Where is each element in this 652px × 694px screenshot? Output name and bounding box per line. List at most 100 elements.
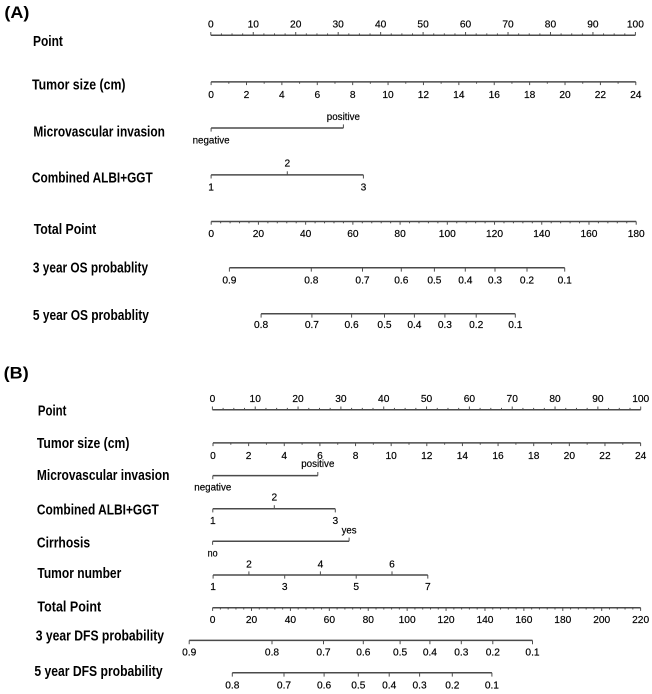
svg-text:Total Point: Total Point bbox=[34, 222, 97, 238]
svg-text:80: 80 bbox=[363, 615, 375, 626]
svg-text:100: 100 bbox=[439, 229, 456, 240]
svg-text:8: 8 bbox=[353, 451, 359, 462]
svg-text:positive: positive bbox=[301, 459, 335, 470]
svg-text:0.8: 0.8 bbox=[254, 320, 268, 331]
svg-text:2: 2 bbox=[246, 560, 252, 571]
svg-text:100: 100 bbox=[632, 394, 649, 405]
svg-text:6: 6 bbox=[314, 90, 320, 101]
svg-text:0: 0 bbox=[210, 394, 216, 405]
svg-text:80: 80 bbox=[549, 394, 561, 405]
svg-text:0.3: 0.3 bbox=[454, 648, 468, 659]
svg-text:0: 0 bbox=[210, 451, 216, 462]
svg-text:22: 22 bbox=[599, 451, 611, 462]
svg-text:5 year DFS probability: 5 year DFS probability bbox=[34, 664, 162, 680]
svg-text:0.5: 0.5 bbox=[351, 681, 365, 692]
svg-text:16: 16 bbox=[492, 451, 504, 462]
svg-text:7: 7 bbox=[425, 582, 431, 593]
svg-text:2: 2 bbox=[271, 493, 277, 504]
svg-text:18: 18 bbox=[524, 90, 536, 101]
svg-text:10: 10 bbox=[382, 90, 394, 101]
svg-text:24: 24 bbox=[630, 90, 642, 101]
svg-text:60: 60 bbox=[460, 20, 472, 31]
svg-text:Tumor number: Tumor number bbox=[37, 566, 121, 582]
svg-text:180: 180 bbox=[554, 615, 571, 626]
svg-text:40: 40 bbox=[285, 615, 297, 626]
svg-text:1: 1 bbox=[210, 516, 216, 527]
svg-text:10: 10 bbox=[250, 394, 262, 405]
svg-text:0: 0 bbox=[208, 229, 214, 240]
svg-text:3 year DFS probability: 3 year DFS probability bbox=[36, 628, 164, 644]
svg-text:90: 90 bbox=[592, 394, 604, 405]
svg-text:0.9: 0.9 bbox=[222, 276, 236, 287]
svg-text:30: 30 bbox=[335, 394, 347, 405]
svg-text:160: 160 bbox=[515, 615, 532, 626]
svg-text:30: 30 bbox=[333, 20, 345, 31]
svg-text:0: 0 bbox=[208, 90, 214, 101]
svg-text:14: 14 bbox=[453, 90, 465, 101]
svg-text:0.4: 0.4 bbox=[458, 276, 472, 287]
svg-text:140: 140 bbox=[533, 229, 550, 240]
svg-text:4: 4 bbox=[281, 451, 287, 462]
svg-text:0.4: 0.4 bbox=[382, 681, 396, 692]
svg-text:0.1: 0.1 bbox=[508, 320, 522, 331]
svg-text:0.6: 0.6 bbox=[317, 681, 331, 692]
svg-text:Microvascular invasion: Microvascular invasion bbox=[37, 468, 170, 484]
svg-text:1: 1 bbox=[208, 183, 214, 194]
svg-text:0.7: 0.7 bbox=[316, 648, 330, 659]
svg-text:100: 100 bbox=[627, 20, 644, 31]
svg-text:no: no bbox=[208, 549, 218, 560]
svg-text:Point: Point bbox=[33, 34, 63, 50]
svg-text:2: 2 bbox=[284, 158, 290, 169]
svg-text:0.4: 0.4 bbox=[407, 320, 421, 331]
svg-text:0.1: 0.1 bbox=[558, 276, 572, 287]
svg-text:1: 1 bbox=[210, 582, 216, 593]
svg-text:Microvascular invasion: Microvascular invasion bbox=[33, 124, 165, 140]
svg-text:Tumor size (cm): Tumor size (cm) bbox=[37, 436, 130, 452]
svg-text:120: 120 bbox=[486, 229, 503, 240]
svg-text:0.2: 0.2 bbox=[445, 681, 459, 692]
svg-text:4: 4 bbox=[279, 90, 285, 101]
svg-text:0.2: 0.2 bbox=[520, 276, 534, 287]
svg-text:0.4: 0.4 bbox=[423, 648, 437, 659]
svg-text:120: 120 bbox=[438, 615, 455, 626]
svg-text:3 year OS probablity: 3 year OS probablity bbox=[33, 261, 148, 277]
svg-text:220: 220 bbox=[632, 615, 649, 626]
svg-text:0.7: 0.7 bbox=[355, 276, 369, 287]
svg-text:80: 80 bbox=[394, 229, 406, 240]
svg-text:0.6: 0.6 bbox=[356, 648, 370, 659]
svg-text:160: 160 bbox=[580, 229, 597, 240]
svg-text:16: 16 bbox=[489, 90, 501, 101]
svg-text:8: 8 bbox=[350, 90, 356, 101]
svg-text:yes: yes bbox=[342, 525, 357, 536]
svg-text:140: 140 bbox=[476, 615, 493, 626]
svg-text:24: 24 bbox=[635, 451, 647, 462]
svg-text:3: 3 bbox=[332, 516, 338, 527]
svg-text:0.5: 0.5 bbox=[427, 276, 441, 287]
svg-text:negative: negative bbox=[193, 136, 230, 147]
svg-text:Tumor size (cm): Tumor size (cm) bbox=[32, 78, 126, 94]
svg-text:Point: Point bbox=[38, 403, 67, 419]
svg-text:0.1: 0.1 bbox=[485, 681, 499, 692]
svg-text:20: 20 bbox=[559, 90, 571, 101]
svg-text:0.7: 0.7 bbox=[305, 320, 319, 331]
svg-text:2: 2 bbox=[246, 451, 252, 462]
svg-text:0: 0 bbox=[208, 20, 214, 31]
svg-text:80: 80 bbox=[545, 20, 557, 31]
svg-text:(B): (B) bbox=[4, 364, 29, 382]
svg-text:0.5: 0.5 bbox=[377, 320, 391, 331]
svg-text:10: 10 bbox=[248, 20, 260, 31]
svg-text:(A): (A) bbox=[4, 4, 29, 22]
svg-text:Total Point: Total Point bbox=[37, 600, 101, 616]
svg-text:0: 0 bbox=[210, 615, 216, 626]
svg-text:18: 18 bbox=[528, 451, 540, 462]
svg-text:0.3: 0.3 bbox=[438, 320, 452, 331]
svg-text:0.2: 0.2 bbox=[486, 648, 500, 659]
svg-text:60: 60 bbox=[324, 615, 336, 626]
svg-text:40: 40 bbox=[300, 229, 312, 240]
svg-text:2: 2 bbox=[244, 90, 250, 101]
svg-text:200: 200 bbox=[593, 615, 610, 626]
svg-text:0.9: 0.9 bbox=[182, 648, 196, 659]
svg-text:50: 50 bbox=[421, 394, 433, 405]
svg-text:0.3: 0.3 bbox=[413, 681, 427, 692]
svg-text:20: 20 bbox=[253, 229, 265, 240]
